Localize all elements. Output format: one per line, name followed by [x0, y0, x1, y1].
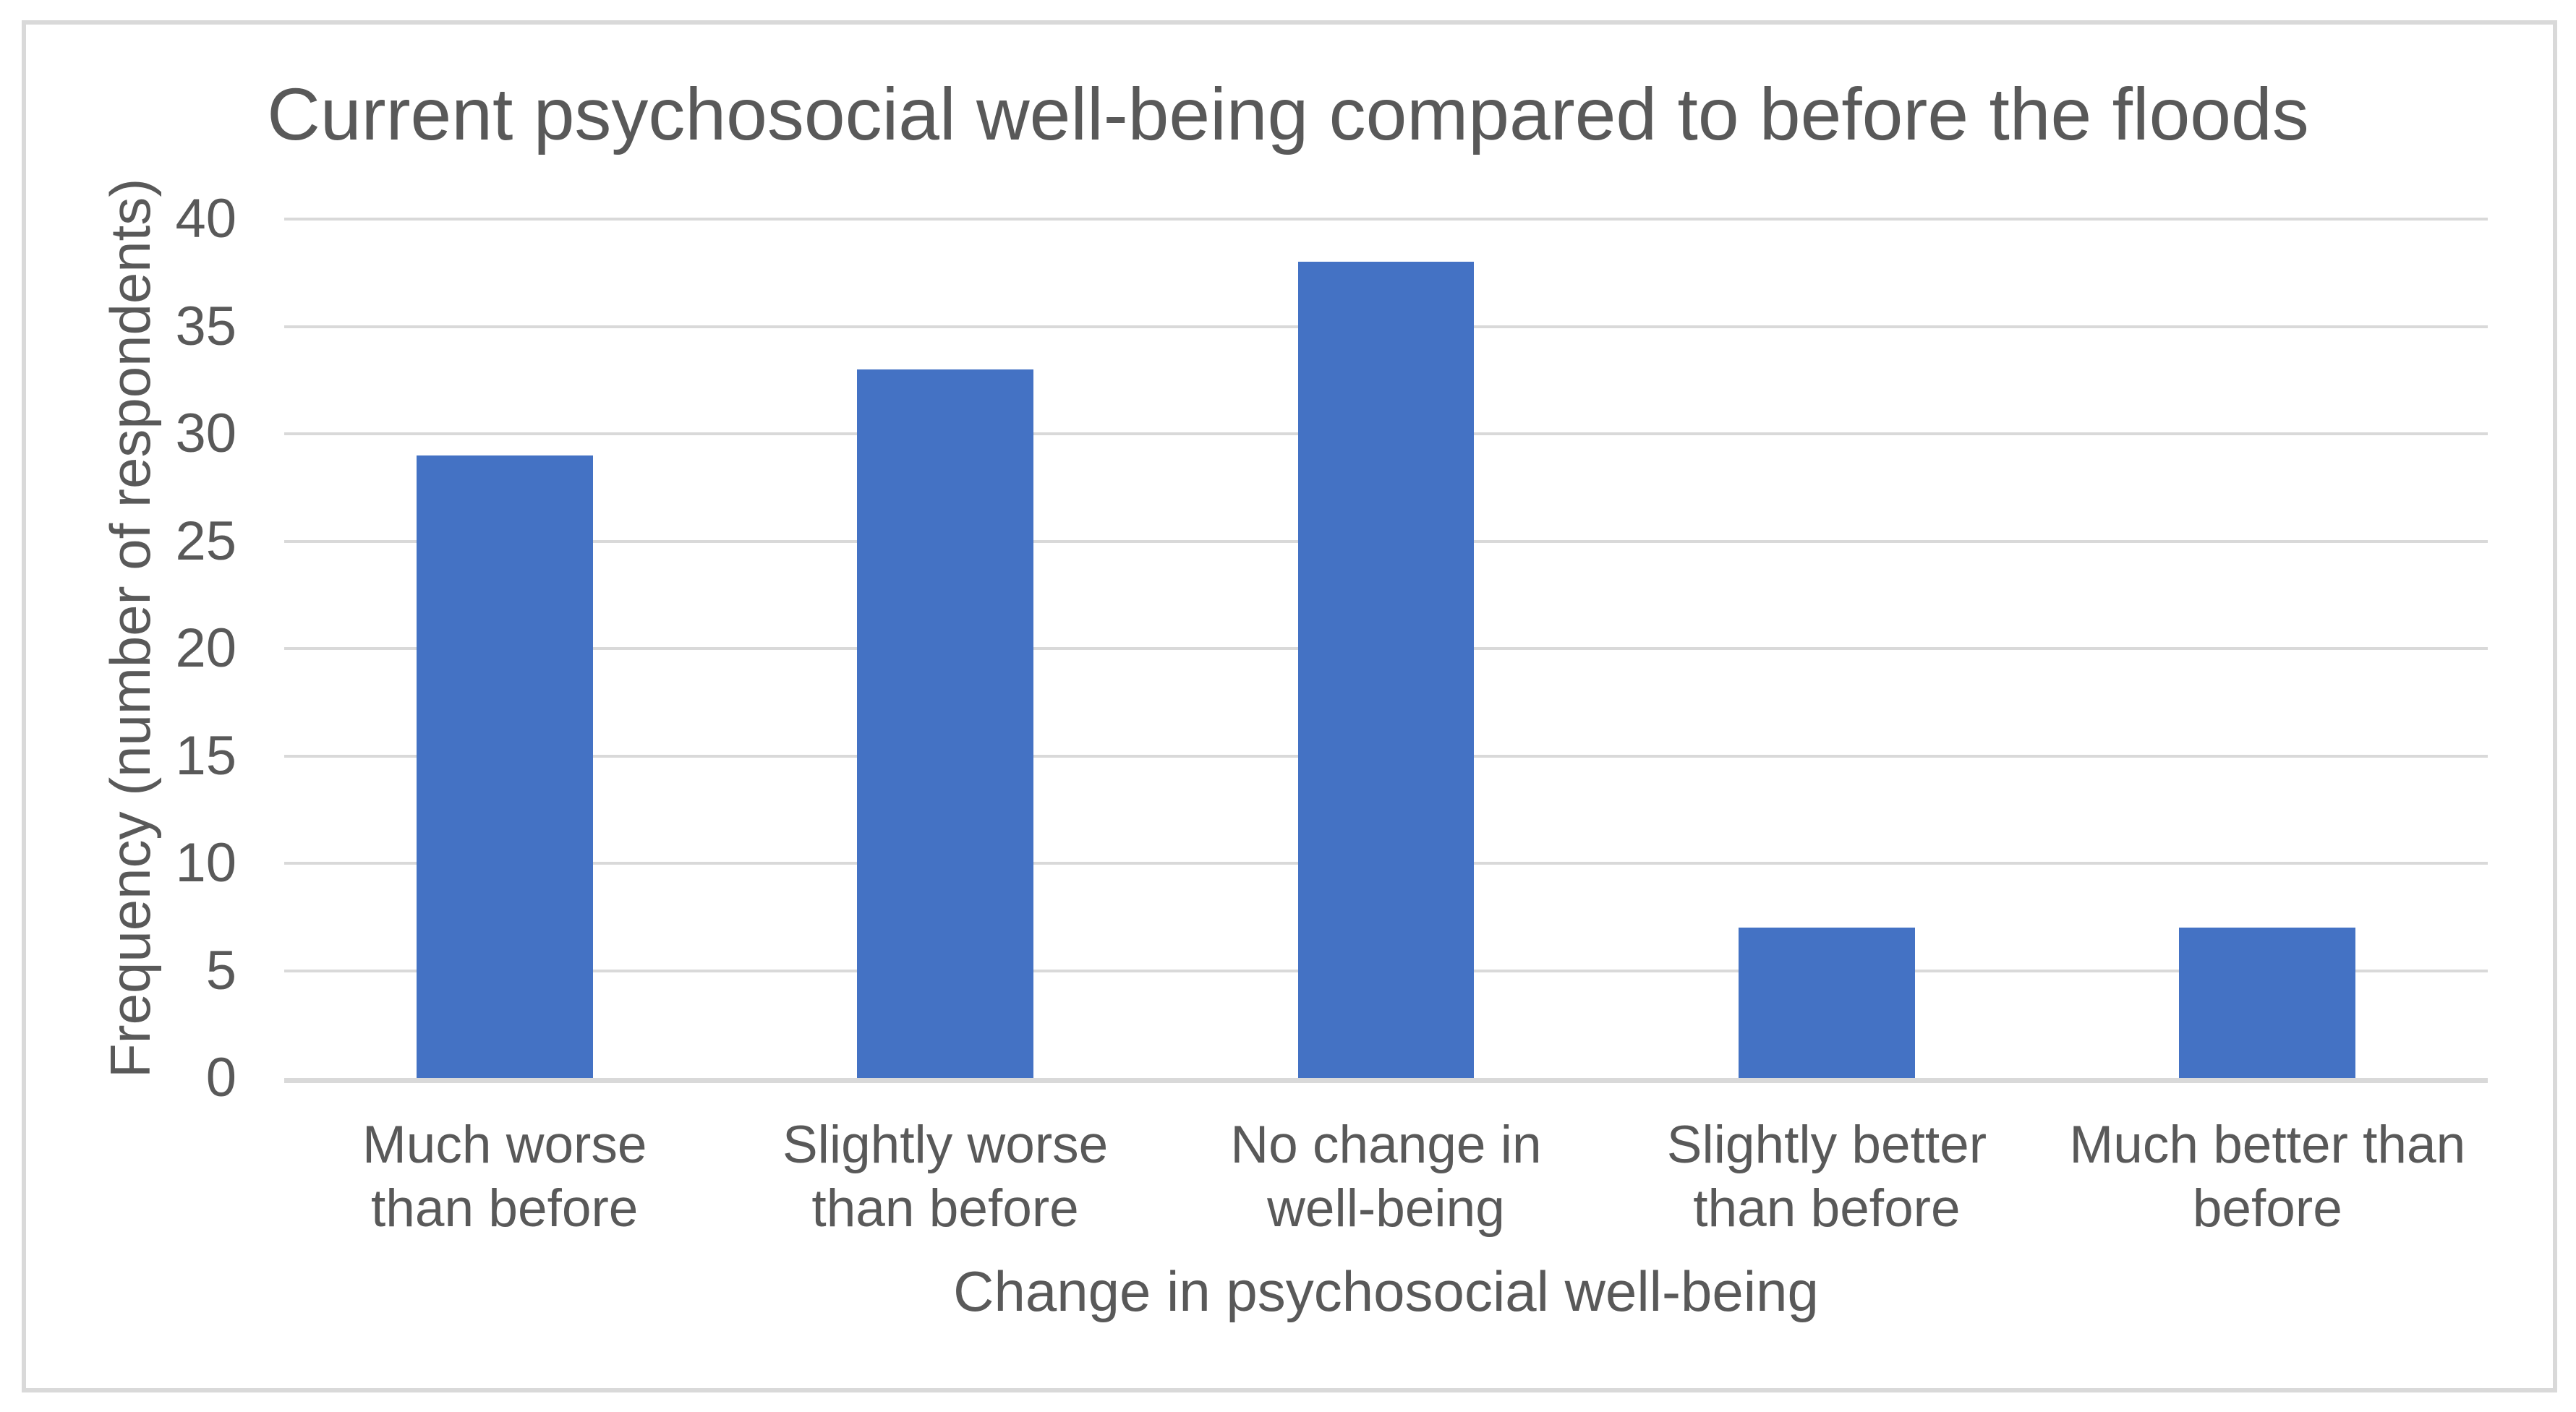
y-tick-label-20: 20 — [175, 617, 236, 679]
bar-4 — [1739, 928, 1915, 1078]
y-tick-label-5: 5 — [205, 939, 236, 1001]
y-tick-label-15: 15 — [175, 724, 236, 787]
bar-3 — [1297, 262, 1475, 1078]
x-category-label-2: Slightly worse than before — [782, 1116, 1109, 1238]
gridline-y-40 — [284, 218, 2488, 221]
y-tick-label-25: 25 — [175, 510, 236, 572]
y-tick-label-35: 35 — [175, 295, 236, 357]
x-category-label-3: No change in well-being — [1230, 1116, 1542, 1238]
chart-title: Current psychosocial well-being compared… — [267, 73, 2309, 155]
y-tick-label-10: 10 — [175, 832, 236, 894]
y-tick-label-0: 0 — [205, 1047, 236, 1108]
x-axis-line — [284, 1078, 2488, 1083]
bar-2 — [857, 369, 1033, 1078]
y-tick-label-40: 40 — [175, 188, 236, 249]
bar-1 — [416, 455, 593, 1078]
x-category-label-4: Slightly better than before — [1666, 1116, 1987, 1238]
x-axis-category-labels: Much worse than before Slightly worse tha… — [284, 1113, 2488, 1241]
bar-5 — [2179, 928, 2356, 1078]
x-category-label-5: Much better than before — [2069, 1116, 2466, 1238]
x-axis-title: Change in psychosocial well-being — [953, 1259, 1819, 1323]
x-category-label-1: Much worse than before — [362, 1116, 647, 1238]
y-tick-label-30: 30 — [175, 403, 236, 464]
plot-area — [284, 218, 2488, 1083]
y-axis-tick-labels: 0 5 10 15 20 25 30 35 40 — [0, 190, 236, 1107]
